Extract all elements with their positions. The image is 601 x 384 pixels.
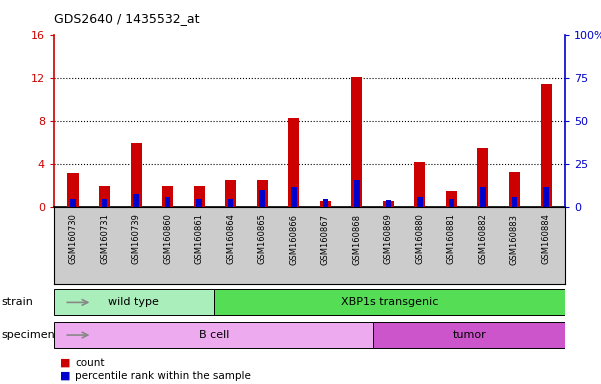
Bar	[54, 290, 214, 315]
Text: ■: ■	[60, 358, 70, 368]
Text: GSM160860: GSM160860	[163, 214, 172, 264]
Bar	[257, 180, 267, 207]
Text: tumor: tumor	[453, 330, 486, 340]
Bar	[291, 187, 296, 207]
Bar	[352, 77, 362, 207]
Text: GSM160882: GSM160882	[478, 214, 487, 264]
Text: GSM160881: GSM160881	[447, 214, 456, 264]
Bar	[194, 186, 205, 207]
Bar	[288, 118, 299, 207]
Text: specimen: specimen	[1, 330, 55, 340]
Text: GDS2640 / 1435532_at: GDS2640 / 1435532_at	[54, 12, 200, 25]
Text: percentile rank within the sample: percentile rank within the sample	[75, 371, 251, 381]
Text: strain: strain	[1, 297, 33, 308]
Text: GSM160883: GSM160883	[510, 214, 519, 265]
Text: wild type: wild type	[108, 297, 159, 308]
Text: GSM160867: GSM160867	[321, 214, 330, 265]
Text: GSM160861: GSM160861	[195, 214, 204, 264]
Bar	[414, 162, 426, 207]
Bar	[383, 201, 394, 207]
Bar	[162, 186, 173, 207]
Bar	[99, 186, 110, 207]
Bar	[54, 322, 373, 348]
Bar	[197, 199, 202, 207]
Bar	[133, 194, 139, 207]
Bar	[228, 199, 233, 207]
Bar	[214, 290, 565, 315]
Bar	[354, 180, 359, 207]
Bar	[417, 197, 423, 207]
Bar	[480, 187, 486, 207]
Bar	[260, 190, 265, 207]
Text: GSM160730: GSM160730	[69, 214, 78, 264]
Bar	[511, 197, 517, 207]
Bar	[102, 199, 108, 207]
Bar	[225, 180, 236, 207]
Text: GSM160731: GSM160731	[100, 214, 109, 264]
Text: XBP1s transgenic: XBP1s transgenic	[341, 297, 438, 308]
Text: GSM160864: GSM160864	[226, 214, 235, 264]
Text: B cell: B cell	[198, 330, 229, 340]
Text: GSM160865: GSM160865	[258, 214, 267, 264]
Bar	[130, 142, 142, 207]
Bar	[165, 197, 170, 207]
Bar	[70, 199, 76, 207]
Bar	[320, 201, 331, 207]
Bar	[446, 191, 457, 207]
Bar	[323, 199, 328, 207]
Text: GSM160866: GSM160866	[289, 214, 298, 265]
Bar	[509, 172, 520, 207]
Bar	[386, 200, 391, 207]
Bar	[373, 322, 565, 348]
Bar	[477, 148, 489, 207]
Text: count: count	[75, 358, 105, 368]
Text: GSM160884: GSM160884	[542, 214, 551, 264]
Text: GSM160880: GSM160880	[415, 214, 424, 264]
Bar	[449, 199, 454, 207]
Text: GSM160868: GSM160868	[352, 214, 361, 265]
Bar	[540, 84, 552, 207]
Bar	[67, 173, 79, 207]
Text: ■: ■	[60, 371, 70, 381]
Text: GSM160739: GSM160739	[132, 214, 141, 264]
Text: GSM160869: GSM160869	[384, 214, 393, 264]
Bar	[543, 187, 549, 207]
